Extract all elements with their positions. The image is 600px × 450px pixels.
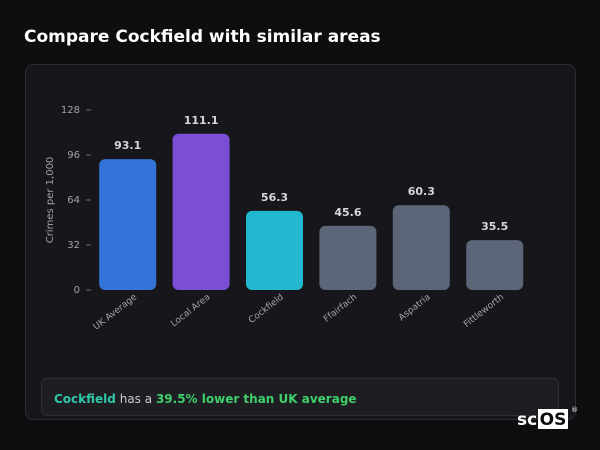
logo-mark: ® [571, 406, 578, 414]
bar [246, 210, 303, 290]
y-tick-label: 64 [67, 195, 80, 206]
summary-area: Cockfield [54, 392, 116, 406]
logo-prefix: sc [517, 410, 537, 430]
value-label: 56.3 [261, 191, 288, 204]
bar [466, 240, 524, 290]
y-tick-label: 32 [67, 240, 80, 251]
summary-text: has a [120, 392, 152, 406]
value-label: 93.1 [114, 139, 141, 152]
logo-box: OS [540, 410, 567, 430]
summary-highlight: 39.5% lower than UK average [156, 392, 357, 406]
value-label: 35.5 [481, 220, 508, 233]
value-label: 111.1 [184, 114, 219, 127]
chart-title: Compare Cockfield with similar areas [24, 27, 381, 47]
summary: Cockfield has a 39.5% lower than UK aver… [54, 392, 357, 406]
y-tick-label: 96 [67, 150, 80, 161]
bar [172, 133, 230, 290]
value-label: 45.6 [334, 206, 361, 219]
y-axis-label: Crimes per 1,000 [45, 157, 56, 244]
bar [99, 159, 157, 290]
value-label: 60.3 [408, 185, 435, 198]
bar [319, 225, 377, 290]
bar [392, 205, 450, 290]
summary-box [41, 378, 559, 416]
y-tick-label: 128 [61, 105, 80, 116]
logo-box-bg [538, 409, 568, 429]
y-tick-label: 0 [74, 285, 80, 296]
